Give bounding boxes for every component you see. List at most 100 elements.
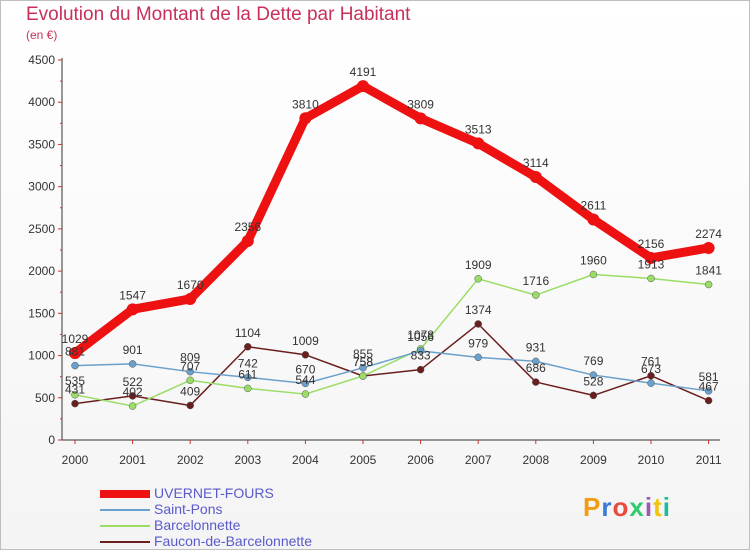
chart-axes: 0 500 1000 1500 2000 2500 3000 3500 4000 4500 2000… bbox=[28, 53, 722, 467]
data-label: 581 bbox=[699, 370, 719, 384]
data-label: 1056 bbox=[407, 330, 434, 344]
y-tick-label: 3500 bbox=[28, 137, 55, 151]
data-point bbox=[126, 303, 139, 316]
series-barcelonnette bbox=[71, 270, 713, 410]
legend-swatch bbox=[100, 509, 150, 511]
x-tick-label: 2009 bbox=[580, 453, 607, 467]
x-tick-label: 2001 bbox=[119, 453, 146, 467]
data-point bbox=[474, 353, 482, 362]
data-label: 522 bbox=[123, 375, 143, 389]
data-point bbox=[186, 401, 194, 410]
series-saint-pons bbox=[71, 347, 713, 395]
data-label: 686 bbox=[526, 361, 546, 375]
data-label: 901 bbox=[123, 343, 143, 357]
data-point bbox=[301, 351, 310, 359]
data-point bbox=[244, 373, 252, 382]
data-label: 528 bbox=[583, 374, 603, 388]
data-label: 761 bbox=[641, 355, 661, 369]
data-point bbox=[71, 361, 79, 370]
x-tick-label: 2006 bbox=[407, 453, 434, 467]
data-label: 1374 bbox=[465, 303, 492, 317]
data-point bbox=[71, 391, 79, 399]
x-tick-label: 2010 bbox=[638, 453, 665, 467]
data-point bbox=[532, 357, 540, 366]
data-point bbox=[128, 392, 137, 400]
data-point bbox=[529, 171, 542, 184]
y-tick-label: 0 bbox=[48, 433, 55, 447]
y-tick-label: 4000 bbox=[28, 95, 55, 109]
data-label: 670 bbox=[295, 362, 315, 376]
legend-label: Saint-Pons bbox=[154, 501, 223, 517]
data-label: 1960 bbox=[580, 253, 607, 267]
data-point bbox=[702, 241, 715, 254]
data-point bbox=[186, 367, 194, 376]
data-point bbox=[69, 347, 81, 360]
data-label: 1716 bbox=[522, 274, 549, 288]
series-line bbox=[74, 350, 710, 392]
data-label: 1009 bbox=[292, 334, 319, 348]
data-label: 769 bbox=[583, 354, 603, 368]
data-label: 1104 bbox=[235, 326, 261, 340]
data-point bbox=[184, 292, 197, 305]
data-label: 1547 bbox=[119, 288, 146, 302]
logo-letter: t bbox=[653, 492, 663, 522]
data-label: 4191 bbox=[350, 65, 377, 79]
y-tick-label: 2500 bbox=[28, 222, 55, 236]
data-point bbox=[647, 371, 655, 380]
y-tick-label: 4500 bbox=[28, 53, 55, 67]
data-point bbox=[589, 391, 598, 400]
legend-label: UVERNET-FOURS bbox=[154, 485, 274, 501]
logo-letter: o bbox=[612, 492, 630, 522]
logo-letter: x bbox=[629, 492, 645, 522]
chart-unit-subtitle: (en €) bbox=[26, 28, 58, 42]
data-label: 2274 bbox=[695, 227, 722, 241]
data-label: 431 bbox=[65, 383, 85, 397]
data-label: 3114 bbox=[523, 156, 549, 170]
data-label: 855 bbox=[353, 347, 373, 361]
legend-label: Faucon-de-Barcelonnette bbox=[154, 533, 312, 549]
series-uvernet-fours bbox=[69, 80, 715, 360]
data-label: 758 bbox=[353, 355, 373, 369]
data-point bbox=[301, 379, 310, 388]
data-label: 931 bbox=[526, 340, 546, 354]
x-tick-label: 2011 bbox=[696, 453, 722, 467]
data-point bbox=[647, 379, 655, 387]
logo-letter: P bbox=[583, 492, 602, 522]
data-label: 409 bbox=[180, 384, 200, 398]
y-tick-label: 2000 bbox=[28, 264, 55, 278]
legend-swatch bbox=[100, 525, 150, 527]
data-label: 758 bbox=[353, 355, 373, 369]
data-point bbox=[587, 213, 600, 226]
data-label: 742 bbox=[238, 356, 258, 370]
data-point bbox=[589, 371, 598, 379]
data-label: 1029 bbox=[62, 332, 89, 346]
data-label: 1078 bbox=[407, 328, 434, 342]
data-point bbox=[244, 343, 252, 351]
data-point bbox=[704, 387, 713, 395]
data-label: 535 bbox=[65, 374, 85, 388]
x-tick-label: 2008 bbox=[522, 453, 549, 467]
data-point bbox=[71, 399, 79, 408]
logo-letter: i bbox=[662, 492, 671, 522]
series-line bbox=[74, 273, 710, 407]
data-label: 809 bbox=[180, 351, 200, 365]
data-point bbox=[414, 112, 427, 125]
proxiti-logo: Proxiti bbox=[583, 492, 671, 523]
data-label: 3810 bbox=[292, 97, 319, 111]
y-tick-label: 1500 bbox=[28, 306, 55, 320]
data-label: 1841 bbox=[695, 264, 722, 278]
data-label: 673 bbox=[641, 362, 661, 376]
data-point bbox=[301, 390, 310, 398]
data-label: 2611 bbox=[580, 199, 606, 213]
data-label: 881 bbox=[65, 345, 85, 359]
legend-swatch bbox=[100, 490, 150, 498]
series-line bbox=[74, 323, 710, 407]
data-point bbox=[704, 396, 713, 405]
series-layer bbox=[69, 80, 715, 410]
data-label: 1670 bbox=[177, 278, 204, 292]
data-label: 402 bbox=[123, 385, 143, 399]
logo-letter: r bbox=[601, 492, 613, 522]
x-tick-label: 2003 bbox=[234, 453, 261, 467]
data-label: 979 bbox=[468, 336, 488, 350]
data-point bbox=[589, 270, 598, 279]
